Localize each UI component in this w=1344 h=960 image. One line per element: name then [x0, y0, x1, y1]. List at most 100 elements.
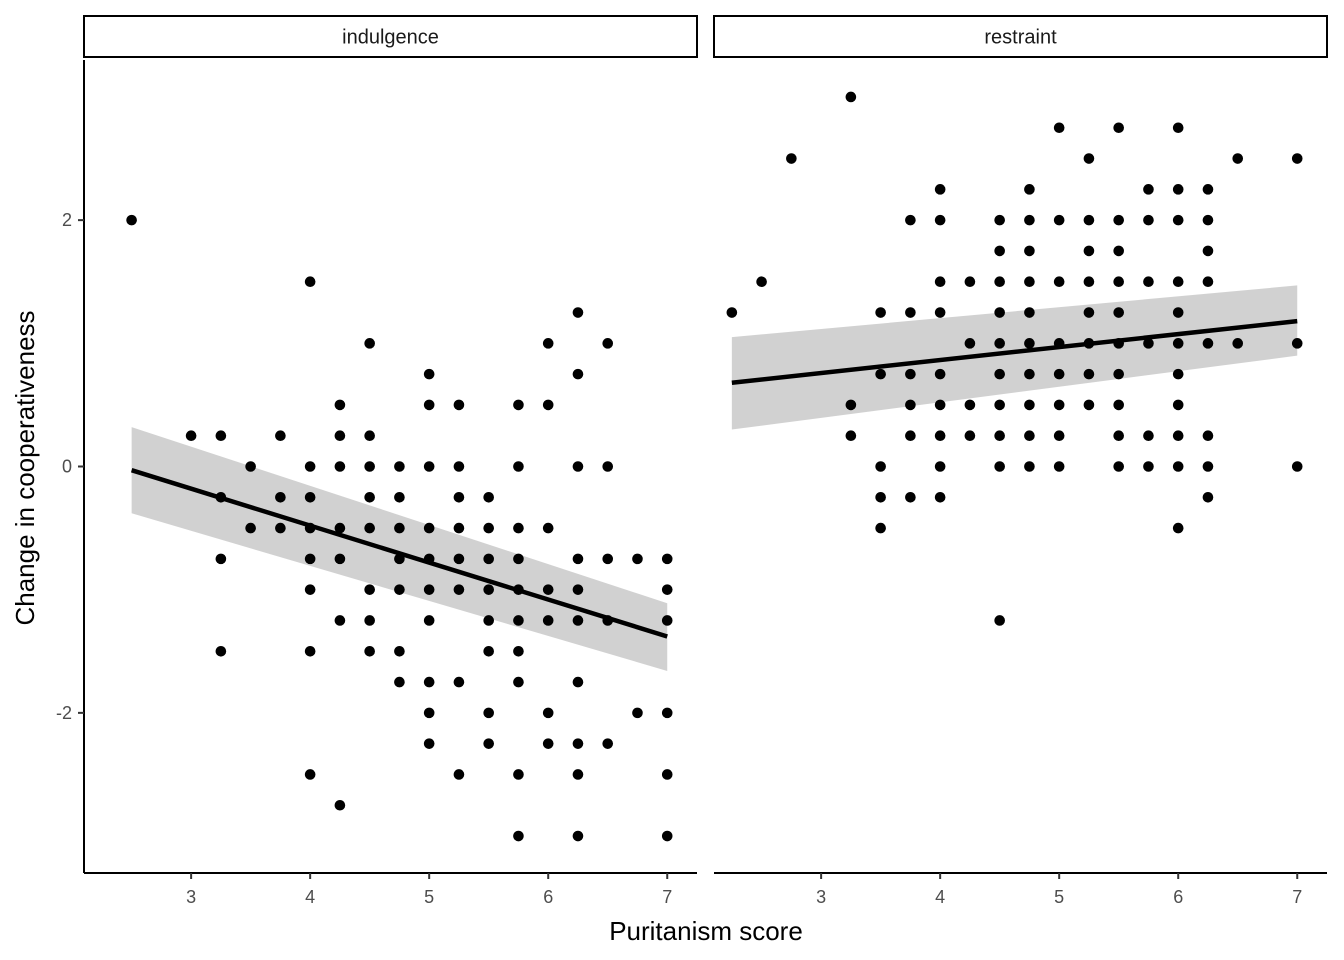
data-point	[1024, 430, 1035, 442]
data-point	[934, 368, 946, 380]
x-tick-label: 5	[1054, 887, 1064, 907]
data-point	[572, 615, 584, 626]
data-point	[572, 461, 584, 472]
data-point	[1143, 338, 1154, 349]
data-point	[513, 769, 524, 780]
data-point	[364, 645, 375, 657]
facet-strip-label: indulgence	[342, 27, 439, 49]
data-point	[905, 430, 916, 442]
data-point	[453, 491, 465, 503]
data-point	[1291, 461, 1303, 472]
data-point	[483, 584, 494, 595]
regression-line	[731, 318, 1298, 385]
data-point	[334, 522, 346, 534]
x-axis-title: Puritanism score	[609, 916, 803, 946]
data-point	[364, 584, 375, 595]
x-tick-label: 6	[543, 887, 553, 907]
data-point	[1172, 461, 1184, 472]
data-point	[1202, 245, 1214, 257]
data-point	[1083, 153, 1095, 164]
data-point	[334, 615, 346, 626]
data-point	[1202, 184, 1214, 195]
data-point	[934, 307, 946, 318]
data-point	[215, 430, 227, 442]
data-point	[1053, 430, 1065, 442]
data-point	[1053, 399, 1065, 411]
data-point	[513, 522, 524, 534]
data-point	[334, 430, 346, 442]
panel-restraint: restraint 3 4 5 6 7	[713, 15, 1328, 907]
data-point	[1202, 491, 1214, 503]
data-point	[1113, 368, 1124, 380]
data-point	[542, 522, 554, 534]
data-point	[1291, 338, 1303, 349]
data-point	[334, 399, 346, 411]
data-point	[423, 615, 435, 626]
data-point	[1143, 430, 1154, 442]
data-point	[1143, 276, 1154, 288]
data-point	[483, 738, 494, 749]
y-axis-title: Change in cooperativeness	[10, 310, 40, 625]
data-point	[1143, 461, 1154, 472]
data-point	[964, 276, 976, 288]
data-point	[1202, 461, 1214, 472]
data-point	[394, 676, 405, 688]
data-point	[964, 430, 976, 442]
data-point	[215, 645, 227, 657]
data-point	[1113, 307, 1124, 318]
data-point	[1083, 245, 1095, 257]
data-point	[994, 368, 1005, 380]
data-point	[934, 184, 946, 195]
confidence-ribbon	[731, 285, 1298, 430]
data-point	[423, 584, 435, 595]
data-point	[1083, 214, 1095, 226]
data-point	[875, 307, 886, 318]
data-point	[905, 307, 916, 318]
data-point	[1113, 276, 1124, 288]
data-point	[513, 615, 524, 626]
data-point	[1024, 184, 1035, 195]
y-tick-label: -2	[56, 703, 72, 723]
data-point	[364, 522, 375, 534]
data-point	[1172, 338, 1184, 349]
data-point	[483, 491, 494, 503]
data-point	[602, 461, 614, 472]
data-point	[423, 738, 435, 749]
data-point	[304, 553, 316, 565]
facet-strip	[83, 15, 698, 58]
data-point	[513, 399, 524, 411]
points-group	[126, 214, 673, 842]
data-point	[1202, 214, 1214, 226]
data-point	[1172, 368, 1184, 380]
data-point	[875, 368, 886, 380]
data-point	[1024, 461, 1035, 472]
data-point	[364, 491, 375, 503]
data-point	[126, 214, 137, 226]
data-point	[275, 491, 286, 503]
data-point	[572, 584, 584, 595]
data-point	[1143, 184, 1154, 195]
data-point	[394, 461, 405, 472]
data-point	[602, 738, 614, 749]
data-point	[1113, 245, 1124, 257]
data-point	[875, 461, 886, 472]
data-point	[1053, 368, 1065, 380]
data-point	[994, 430, 1005, 442]
data-point	[964, 338, 976, 349]
data-point	[483, 615, 494, 626]
data-point	[423, 676, 435, 688]
data-point	[542, 338, 554, 349]
data-point	[1024, 307, 1035, 318]
data-point	[934, 214, 946, 226]
data-point	[661, 553, 673, 565]
data-point	[1083, 399, 1095, 411]
data-point	[1113, 430, 1124, 442]
data-point	[334, 799, 346, 811]
data-point	[905, 399, 916, 411]
data-point	[572, 368, 584, 380]
points-group	[726, 91, 1303, 626]
data-point	[934, 399, 946, 411]
data-point	[994, 276, 1005, 288]
data-point	[964, 399, 976, 411]
